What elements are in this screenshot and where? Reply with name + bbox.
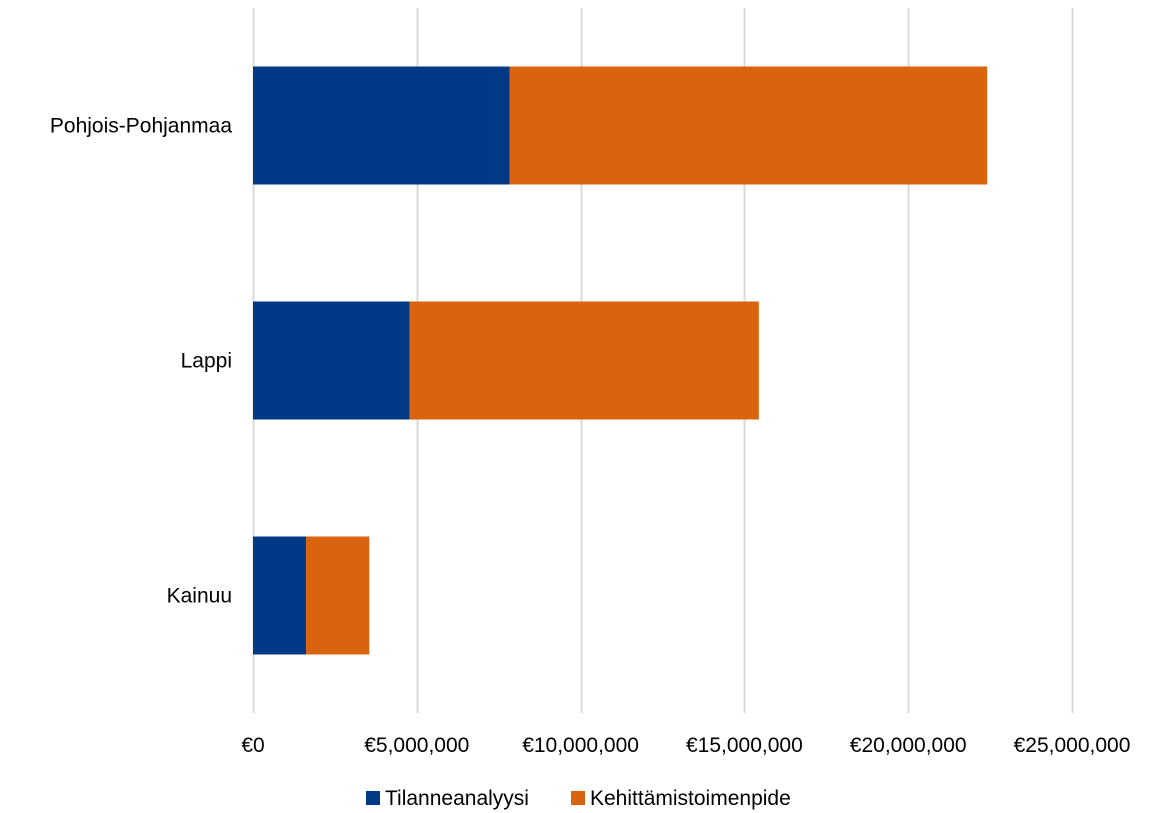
legend-swatch-1 bbox=[366, 791, 380, 805]
x-tick-label: €5,000,000 bbox=[364, 734, 469, 757]
x-tick-label: €15,000,000 bbox=[686, 734, 803, 757]
legend-label-1: Tilanneanalyysi bbox=[385, 787, 529, 810]
bar-lappi-series-1 bbox=[253, 301, 410, 420]
x-tick-label: €10,000,000 bbox=[522, 734, 639, 757]
y-axis-category-labels: Pohjois-Pohjanmaa Lappi Kainuu bbox=[50, 115, 232, 608]
legend: Tilanneanalyysi Kehittämistoimenpide bbox=[366, 787, 791, 810]
x-tick-label: €25,000,000 bbox=[1014, 734, 1131, 757]
legend-label-2: Kehittämistoimenpide bbox=[590, 787, 791, 810]
bar-pohjois-pohjanmaa-series-1 bbox=[253, 66, 510, 185]
category-label: Kainuu bbox=[167, 585, 232, 608]
x-tick-label: €0 bbox=[241, 734, 264, 757]
x-tick-label: €20,000,000 bbox=[850, 734, 967, 757]
bar-kainuu-series-1 bbox=[253, 536, 307, 655]
bar-kainuu-series-2 bbox=[306, 536, 370, 655]
bar-lappi-series-2 bbox=[409, 301, 759, 420]
bars bbox=[253, 66, 988, 655]
legend-swatch-2 bbox=[571, 791, 585, 805]
bar-pohjois-pohjanmaa-series-2 bbox=[509, 66, 988, 185]
category-label: Pohjois-Pohjanmaa bbox=[50, 115, 232, 138]
category-label: Lappi bbox=[181, 350, 232, 373]
x-axis-tick-labels: €0 €5,000,000 €10,000,000 €15,000,000 €20,00… bbox=[241, 734, 1130, 757]
